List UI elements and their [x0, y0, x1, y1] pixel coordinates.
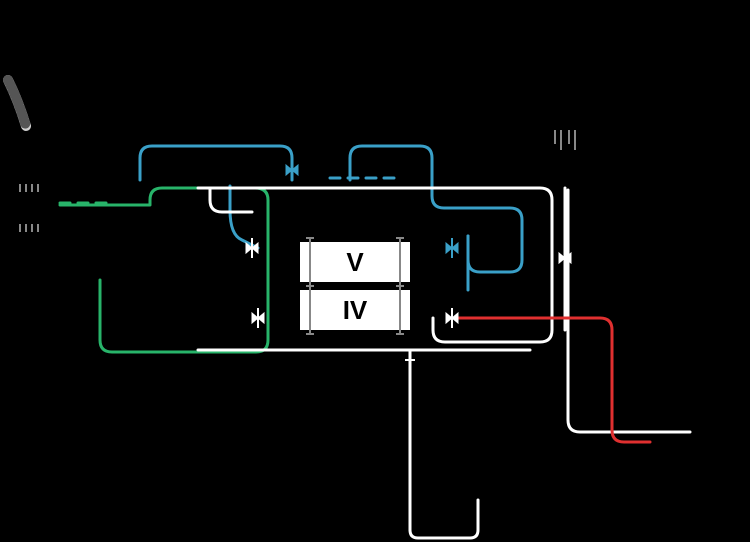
valve-3-icon: [446, 238, 458, 258]
valve-2-icon: [252, 308, 264, 328]
decor-arc: [8, 80, 26, 126]
valve-4-icon: [446, 308, 458, 328]
pipe-blue-top-right: [420, 146, 432, 180]
pump-top-icon: [286, 160, 298, 180]
box-bottom-label: IV: [343, 295, 368, 325]
pipe-white-loop-bottom: [410, 500, 478, 538]
center-boxes: V IV: [300, 238, 410, 334]
top-right-marks: [555, 130, 575, 150]
pipe-red-main: [455, 318, 650, 442]
pipes: [60, 146, 690, 538]
schematic-diagram: V IV: [0, 0, 750, 542]
legend-hatches: [20, 184, 38, 232]
nozzle-icon: [405, 354, 415, 366]
valve-1-icon: [246, 238, 258, 258]
pipe-blue-top-left: [140, 146, 292, 180]
pipe-blue-top-mid: [350, 146, 420, 180]
pipe-white-far-right: [568, 190, 690, 432]
pipe-blue-right-loop: [432, 180, 522, 272]
box-top-label: V: [346, 247, 364, 277]
pipe-blue-down-left: [230, 186, 258, 248]
